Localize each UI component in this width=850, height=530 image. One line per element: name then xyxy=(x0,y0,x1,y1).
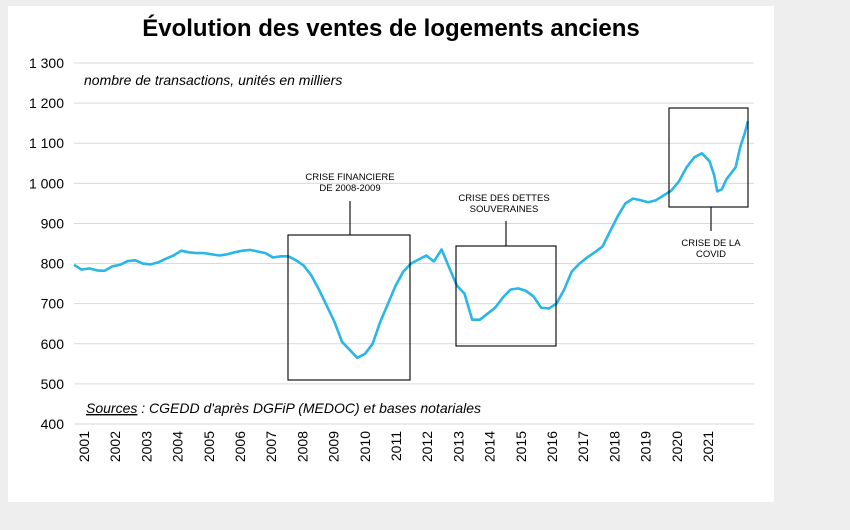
crisis-label: CRISE DE LA xyxy=(681,238,741,249)
chart-title: Évolution des ventes de logements ancien… xyxy=(142,14,639,42)
y-tick-label: 600 xyxy=(41,336,65,352)
sources-note: Sources : CGEDD d'après DGFiP (MEDOC) et… xyxy=(86,400,481,416)
y-tick-label: 1 100 xyxy=(29,135,64,151)
y-tick-label: 1 000 xyxy=(29,175,64,191)
gridlines xyxy=(74,62,754,425)
y-axis-ticks: 400 500 600 700 800 900 1 000 1 100 1 200 1 300 xyxy=(29,55,64,432)
x-tick-label: 2018 xyxy=(606,431,622,462)
y-tick-label: 400 xyxy=(41,416,65,432)
line-chart: Évolution des ventes de logements ancien… xyxy=(29,14,754,462)
x-tick-label: 2002 xyxy=(107,431,123,462)
chart-card: Évolution des ventes de logements ancien… xyxy=(8,6,774,502)
y-tick-label: 500 xyxy=(41,376,65,392)
x-tick-label: 2005 xyxy=(201,431,217,462)
x-tick-label: 2012 xyxy=(419,431,435,462)
crisis-label: DE 2008-2009 xyxy=(319,183,380,194)
crisis-box xyxy=(668,107,749,208)
crisis-label: COVID xyxy=(696,249,726,260)
y-tick-label: 1 300 xyxy=(29,55,64,71)
x-tick-label: 2019 xyxy=(638,431,654,462)
x-tick-label: 2014 xyxy=(482,431,498,462)
x-tick-label: 2021 xyxy=(700,431,716,462)
crisis-label: CRISE FINANCIERE xyxy=(305,172,394,183)
x-tick-label: 2009 xyxy=(326,431,342,462)
y-tick-label: 1 200 xyxy=(29,95,64,111)
crisis-label: CRISE DES DETTES xyxy=(458,193,549,204)
x-tick-label: 2008 xyxy=(294,431,310,462)
x-tick-label: 2016 xyxy=(544,431,560,462)
x-tick-label: 2003 xyxy=(138,431,154,462)
y-tick-label: 900 xyxy=(41,215,65,231)
x-axis-ticks: 2001 2002 2003 2004 2005 2006 2007 2008 2009 2010… xyxy=(76,431,716,462)
x-tick-label: 2020 xyxy=(669,431,685,462)
sources-label: Sources xyxy=(86,400,137,416)
crisis-box xyxy=(287,234,411,381)
chart-subtitle: nombre de transactions, unités en millie… xyxy=(84,72,342,88)
x-tick-label: 2011 xyxy=(388,431,404,461)
sources-text: : CGEDD d'après DGFiP (MEDOC) et bases n… xyxy=(137,400,481,416)
x-tick-label: 2010 xyxy=(357,431,373,462)
x-tick-label: 2007 xyxy=(263,431,279,462)
x-tick-label: 2017 xyxy=(575,431,591,462)
x-tick-label: 2006 xyxy=(232,431,248,462)
x-tick-label: 2013 xyxy=(450,431,466,462)
x-tick-label: 2015 xyxy=(513,431,529,462)
y-tick-label: 800 xyxy=(41,256,65,272)
x-tick-label: 2001 xyxy=(76,431,92,462)
x-tick-label: 2004 xyxy=(170,431,186,462)
series-line xyxy=(73,120,750,360)
crisis-label: SOUVERAINES xyxy=(470,204,539,215)
y-tick-label: 700 xyxy=(41,296,65,312)
